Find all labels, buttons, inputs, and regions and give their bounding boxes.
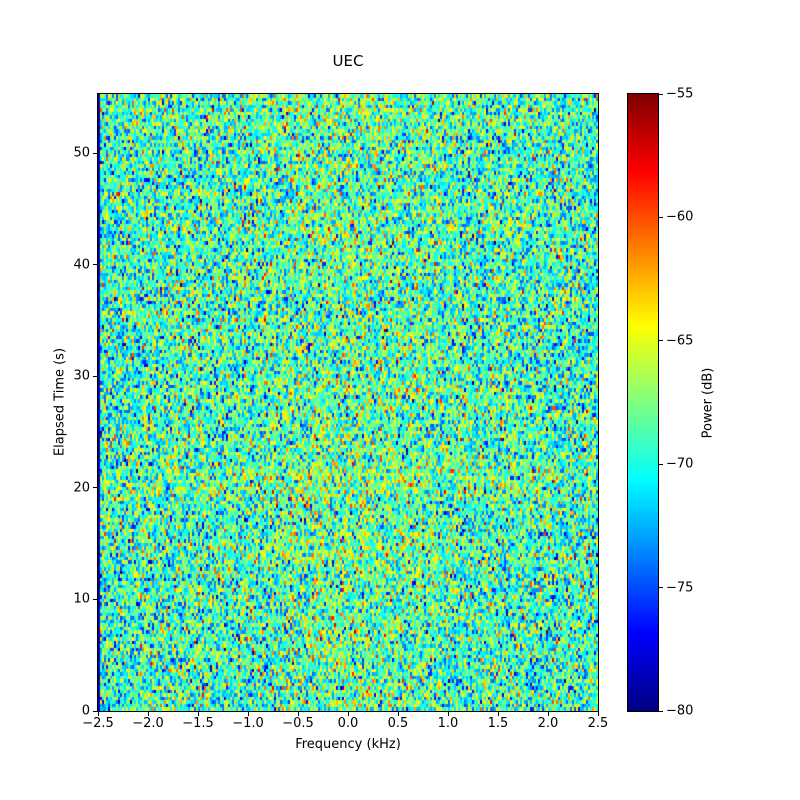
colorbar-tick-label: −75	[666, 580, 694, 596]
y-tick-mark	[93, 264, 97, 266]
x-tick-label: 1.5	[487, 716, 509, 731]
colorbar-tick-label: −55	[666, 86, 694, 102]
y-tick-mark	[93, 487, 97, 489]
x-tick-label: −2.5	[82, 716, 114, 731]
plot-title: UEC	[332, 52, 364, 70]
y-tick-mark	[93, 152, 97, 154]
x-tick-mark	[147, 712, 149, 716]
colorbar-gradient	[628, 94, 658, 711]
x-tick-label: 2.5	[587, 716, 609, 731]
colorbar-tick-label: −80	[666, 703, 694, 719]
colorbar-tick-mark	[659, 93, 663, 95]
x-tick-mark	[197, 712, 199, 716]
plot-area	[97, 93, 599, 712]
y-tick-label: 50	[73, 145, 90, 161]
x-tick-mark	[297, 712, 299, 716]
x-tick-label: 0.5	[387, 716, 409, 731]
x-tick-mark	[597, 712, 599, 716]
colorbar-tick-label: −65	[666, 333, 694, 349]
y-tick-label: 20	[73, 480, 90, 496]
x-tick-mark	[547, 712, 549, 716]
colorbar-tick-label: −70	[666, 456, 694, 472]
x-tick-mark	[97, 712, 99, 716]
colorbar-tick-mark	[659, 340, 663, 342]
x-tick-label: −2.0	[132, 716, 164, 731]
colorbar-label: Power (dB)	[700, 367, 716, 439]
y-tick-label: 10	[73, 591, 90, 607]
x-tick-mark	[397, 712, 399, 716]
x-tick-label: −0.5	[282, 716, 314, 731]
colorbar-tick-mark	[659, 587, 663, 589]
y-tick-label: 30	[73, 368, 90, 384]
y-tick-mark	[93, 710, 97, 712]
x-axis-label: Frequency (kHz)	[295, 737, 401, 752]
x-tick-label: 0.0	[337, 716, 359, 731]
x-tick-mark	[497, 712, 499, 716]
x-tick-label: 1.0	[437, 716, 459, 731]
y-axis-label: Elapsed Time (s)	[52, 347, 68, 457]
spectrogram-canvas	[98, 94, 598, 711]
x-tick-label: −1.0	[232, 716, 264, 731]
x-tick-mark	[247, 712, 249, 716]
y-tick-label: 40	[73, 257, 90, 273]
y-tick-mark	[93, 375, 97, 377]
x-tick-mark	[447, 712, 449, 716]
x-tick-label: −1.5	[182, 716, 214, 731]
x-tick-label: 2.0	[537, 716, 559, 731]
colorbar-tick-label: −60	[666, 209, 694, 225]
x-tick-mark	[347, 712, 349, 716]
y-tick-label: 0	[81, 703, 90, 719]
colorbar-tick-mark	[659, 710, 663, 712]
colorbar-tick-mark	[659, 216, 663, 218]
y-tick-mark	[93, 598, 97, 600]
colorbar-tick-mark	[659, 463, 663, 465]
colorbar	[627, 93, 659, 712]
